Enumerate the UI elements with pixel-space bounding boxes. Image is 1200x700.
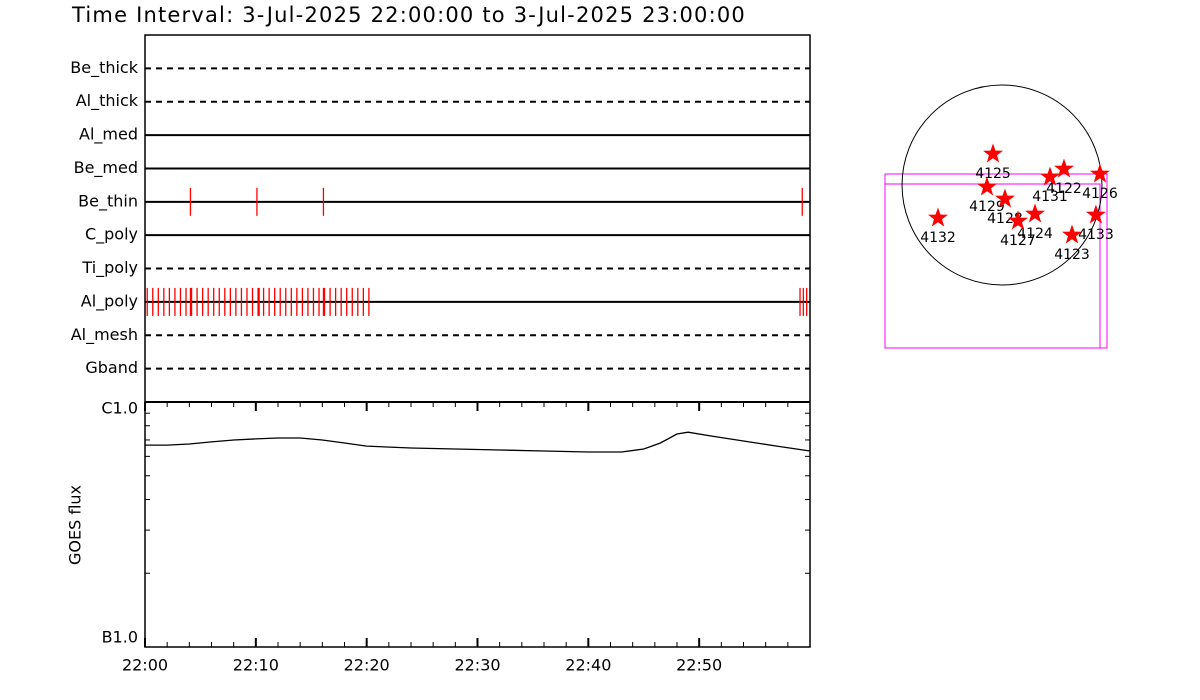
- region-label: 4127: [1000, 233, 1036, 249]
- x-tick-label: 22:30: [454, 656, 500, 675]
- region-star: [1025, 203, 1045, 223]
- x-tick-label: 22:20: [344, 656, 390, 675]
- row-label: Al_thick: [76, 91, 139, 111]
- y-axis-label: GOES flux: [66, 485, 85, 565]
- region-star: [995, 188, 1015, 208]
- flux-line: [145, 431, 811, 453]
- row-label: Al_med: [79, 125, 138, 145]
- region-label: 4124: [1017, 226, 1053, 242]
- region-star: [983, 143, 1003, 163]
- solar-limb: [901, 84, 1103, 286]
- region-star: [1062, 224, 1082, 244]
- row-label: Gband: [85, 358, 138, 377]
- row-label: Ti_poly: [81, 258, 138, 278]
- x-tick-label: 22:10: [233, 656, 279, 675]
- region-star: [1008, 210, 1028, 230]
- x-tick-label: 22:50: [676, 656, 722, 675]
- row-label: Be_thick: [70, 58, 138, 78]
- region-label: 4126: [1082, 186, 1118, 202]
- region-label: 4133: [1078, 227, 1114, 243]
- region-label: 4122: [1046, 181, 1082, 197]
- region-star: [977, 176, 997, 196]
- row-label: Be_thin: [78, 191, 138, 211]
- region-star: [1085, 204, 1106, 224]
- region-label: 4131: [1032, 189, 1068, 205]
- row-label: Al_poly: [81, 291, 138, 311]
- row-label: Be_med: [74, 158, 138, 178]
- region-star: [1090, 163, 1110, 183]
- region-star: [928, 207, 948, 227]
- y-tick-label: B1.0: [102, 628, 138, 647]
- x-tick-label: 22:40: [565, 656, 611, 675]
- plot-frame: [144, 34, 811, 648]
- region-label: 4132: [920, 230, 956, 246]
- y-tick-label: C1.0: [101, 399, 138, 418]
- region-label: 4129: [969, 199, 1005, 215]
- region-label: 4125: [975, 166, 1011, 182]
- region-star: [1054, 158, 1074, 178]
- chart-title: Time Interval: 3-Jul-2025 22:00:00 to 3-…: [71, 3, 746, 27]
- region-star: [1040, 166, 1060, 186]
- row-label: C_poly: [85, 225, 138, 245]
- x-tick-label: 22:00: [122, 656, 168, 675]
- region-label: 4123: [1054, 247, 1090, 263]
- row-label: Al_mesh: [71, 325, 138, 345]
